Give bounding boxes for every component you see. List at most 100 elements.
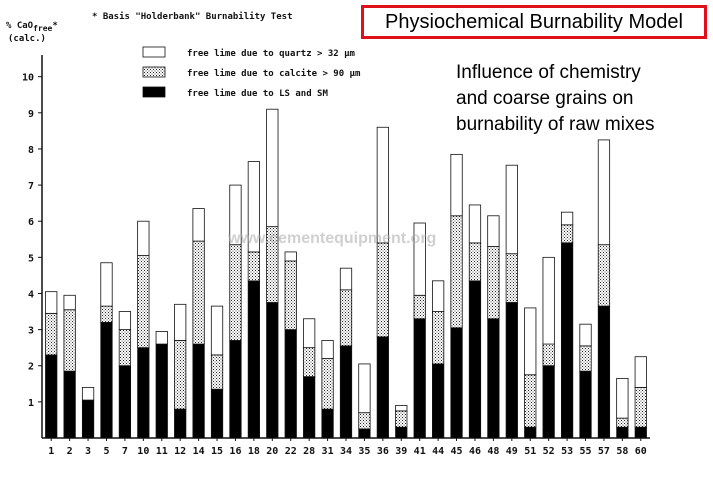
bar-segment-45-solid-black	[450, 327, 463, 439]
bar-segment-10-dotted	[137, 255, 150, 349]
bar-segment-36-dotted	[376, 242, 389, 338]
x-tick-label: 2	[67, 446, 73, 457]
bar-segment-18-solid-black	[247, 280, 260, 439]
x-tick-label: 5	[103, 446, 109, 457]
y-tick-label: 5	[28, 253, 34, 264]
x-tick-label: 55	[579, 446, 591, 457]
bar-segment-18-dotted	[247, 251, 260, 282]
bar-segment-35-dotted	[358, 412, 371, 430]
bar-segment-48-solid-black	[487, 318, 500, 439]
bar-segment-1-dotted	[45, 312, 58, 356]
legend: free lime due to quartz > 32 µm free lime…	[142, 46, 361, 99]
legend-swatch-dotted	[142, 66, 166, 78]
subtitle-line: Influence of chemistry	[456, 62, 641, 83]
bar-segment-7-solid-black	[118, 365, 132, 439]
bar-segment-58-dotted	[616, 417, 629, 428]
bar-segment-44-solid-black	[432, 363, 445, 439]
bar-segment-2-dotted	[63, 309, 76, 372]
bar-segment-60-solid-black	[634, 426, 647, 439]
bar-segment-45-white	[450, 153, 463, 217]
bar-segment-22-dotted	[284, 260, 297, 331]
x-tick-label: 12	[174, 446, 186, 457]
bar-segment-48-white	[487, 215, 500, 247]
bar-segment-35-white	[358, 363, 371, 414]
bar-segment-31-white	[321, 340, 334, 359]
x-tick-label: 35	[358, 446, 370, 457]
bar-segment-45-dotted	[450, 215, 463, 329]
y-tick-label: 1	[28, 398, 34, 409]
x-tick-label: 44	[432, 446, 444, 457]
x-tick-label: 22	[285, 446, 297, 457]
legend-label: free lime due to LS and SM	[187, 88, 328, 99]
bar-segment-57-white	[597, 139, 611, 246]
bar-segment-46-dotted	[468, 242, 482, 282]
bar-segment-41-white	[413, 222, 426, 296]
bar-segment-2-white	[63, 294, 76, 311]
bar-segment-15-dotted	[210, 354, 224, 390]
bar-segment-53-dotted	[560, 224, 574, 244]
bars	[45, 108, 647, 439]
page-title: Physiochemical Burnability Model	[385, 10, 683, 33]
y-tick-label: 4	[28, 289, 34, 300]
y-axis-unit-label-line2: (calc.)	[8, 34, 46, 44]
bar-segment-12-solid-black	[174, 408, 187, 439]
x-tick-label: 14	[193, 446, 205, 457]
bar-segment-12-dotted	[174, 340, 187, 410]
y-tick-label: 7	[28, 181, 34, 192]
watermark: www.cementequipment.org	[228, 230, 437, 247]
bar-segment-16-white	[229, 184, 242, 246]
bar-segment-49-white	[505, 164, 518, 255]
bar-segment-16-solid-black	[229, 340, 242, 439]
x-tick-label: 58	[616, 446, 628, 457]
bar-segment-51-white	[524, 307, 537, 376]
x-tick-label: 11	[156, 446, 168, 457]
bar-segment-5-solid-black	[100, 321, 113, 439]
x-tick-label: 7	[122, 446, 128, 457]
x-tick-label: 10	[137, 446, 149, 457]
subtitle-line: and coarse grains on	[456, 88, 634, 109]
bar-segment-15-solid-black	[210, 388, 224, 439]
bar-segment-12-white	[174, 303, 187, 341]
bar-segment-34-dotted	[339, 289, 353, 347]
bar-segment-34-white	[339, 267, 353, 291]
bar-segment-36-solid-black	[376, 336, 389, 439]
bar-segment-28-white	[303, 318, 316, 349]
bar-segment-28-solid-black	[303, 376, 316, 439]
subtitle: Influence of chemistry and coarse grains…	[456, 60, 706, 138]
bar-segment-22-solid-black	[284, 329, 297, 439]
bar-segment-5-white	[100, 262, 113, 307]
bar-segment-35-solid-black	[358, 428, 371, 439]
x-tick-label: 52	[543, 446, 555, 457]
bar-segment-52-dotted	[542, 343, 555, 367]
bar-segment-10-solid-black	[137, 347, 150, 439]
title-box: Physiochemical Burnability Model	[361, 5, 707, 39]
bar-segment-36-white	[376, 126, 389, 244]
bar-segment-49-dotted	[505, 253, 518, 303]
bar-segment-60-dotted	[634, 387, 647, 428]
bar-segment-39-solid-black	[395, 426, 408, 439]
bar-segment-20-solid-black	[266, 302, 279, 439]
bar-segment-7-white	[118, 311, 132, 331]
x-tick-label: 60	[635, 446, 647, 457]
bar-segment-46-white	[468, 204, 482, 244]
bar-segment-57-solid-black	[597, 305, 611, 439]
bar-segment-55-solid-black	[579, 370, 592, 439]
y-axis-unit-label: % CaOfree*	[6, 21, 58, 33]
x-tick-label: 49	[506, 446, 518, 457]
bar-segment-51-solid-black	[524, 426, 537, 439]
legend-label: free lime due to calcite > 90 µm	[187, 68, 361, 79]
x-tick-label: 18	[248, 446, 260, 457]
bar-segment-39-dotted	[395, 410, 408, 428]
bar-segment-55-white	[579, 323, 592, 347]
bar-segment-14-dotted	[192, 240, 205, 345]
bar-segment-52-solid-black	[542, 365, 555, 439]
x-tick-label: 31	[322, 446, 334, 457]
bar-segment-39-white	[395, 405, 408, 412]
bar-segment-46-solid-black	[468, 280, 482, 439]
bar-segment-58-white	[616, 377, 629, 419]
legend-swatch-solid-black	[142, 86, 166, 98]
bar-segment-3-solid-black	[81, 399, 95, 439]
x-tick-label: 51	[524, 446, 536, 457]
bar-segment-11-white	[155, 331, 168, 345]
bar-segment-7-dotted	[118, 329, 132, 367]
